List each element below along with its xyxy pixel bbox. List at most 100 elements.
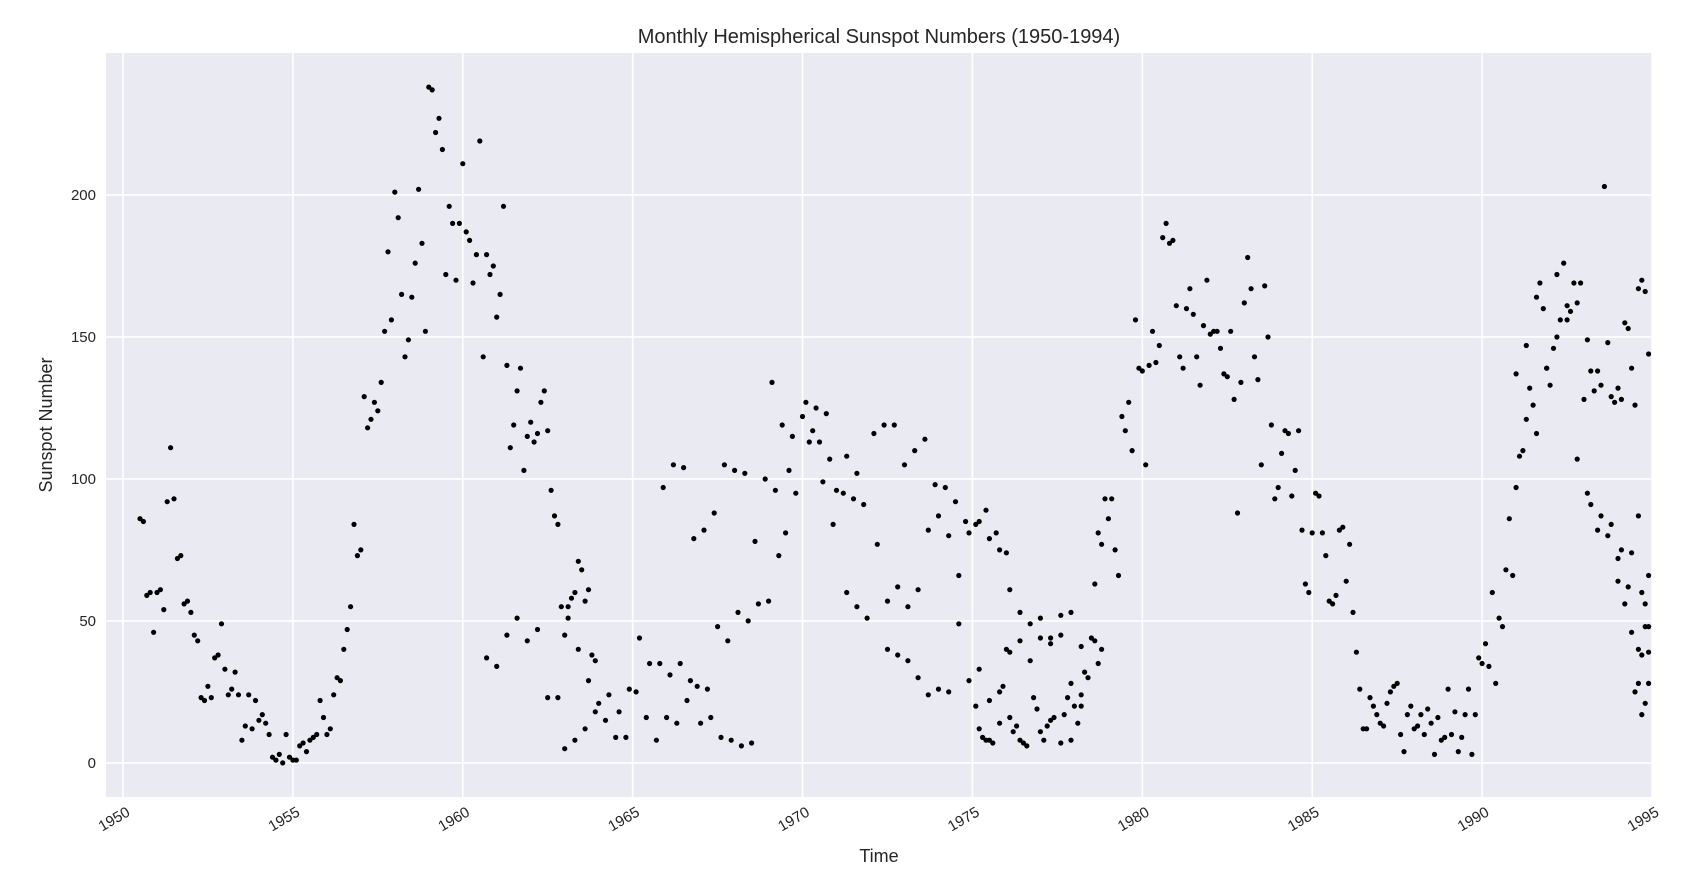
data-point (303, 749, 310, 755)
data-point (687, 678, 694, 684)
data-point (538, 399, 544, 405)
data-point (1469, 751, 1475, 758)
data-point (1251, 354, 1258, 360)
data-point (827, 456, 833, 462)
data-point (861, 501, 867, 508)
data-point (1418, 712, 1424, 718)
data-point (494, 314, 500, 320)
data-point (1058, 612, 1064, 618)
data-point (684, 697, 690, 704)
data-point (1608, 521, 1614, 528)
data-point (922, 436, 928, 442)
data-point (1598, 513, 1604, 519)
data-point (1003, 550, 1010, 556)
data-point (854, 470, 860, 476)
data-point (450, 220, 456, 226)
data-point (484, 655, 490, 661)
data-point (246, 692, 252, 698)
data-point (1547, 382, 1553, 388)
data-point (480, 354, 486, 360)
data-point (405, 337, 411, 343)
data-point (1177, 354, 1183, 360)
data-point (1031, 695, 1037, 701)
data-point (901, 462, 908, 468)
data-point (1153, 359, 1159, 366)
data-point (677, 660, 683, 667)
data-point (1160, 235, 1166, 241)
data-point (935, 513, 942, 519)
data-point (728, 737, 734, 743)
data-point (799, 413, 806, 420)
data-point (1618, 547, 1624, 553)
data-point (534, 430, 541, 437)
data-point (579, 567, 585, 573)
data-point (986, 536, 993, 542)
data-point (789, 433, 796, 439)
data-point (368, 416, 374, 422)
data-point (755, 601, 762, 607)
data-point (242, 723, 248, 729)
data-point (1452, 709, 1458, 715)
data-point (494, 663, 500, 670)
data-point (1567, 308, 1574, 314)
data-point (1302, 581, 1308, 587)
data-point (976, 666, 982, 672)
data-point (1581, 396, 1587, 402)
data-point (585, 678, 592, 684)
data-point (874, 541, 880, 547)
data-point (259, 712, 265, 718)
data-point (1061, 712, 1067, 718)
data-point (1513, 371, 1519, 377)
data-point (266, 731, 272, 738)
data-point (657, 660, 663, 667)
data-point (1408, 703, 1414, 709)
data-point (623, 734, 629, 741)
data-point (545, 695, 551, 701)
data-point (378, 379, 384, 385)
data-point (1635, 680, 1641, 687)
data-point (1574, 300, 1580, 306)
data-point (1044, 723, 1050, 729)
data-point (1336, 527, 1342, 533)
data-point (1149, 328, 1156, 334)
data-point (1639, 712, 1645, 718)
data-point (1642, 700, 1648, 706)
data-point (388, 317, 394, 323)
data-point (208, 695, 214, 701)
data-point (990, 740, 996, 746)
data-point (1048, 641, 1054, 647)
data-point (524, 638, 530, 644)
data-point (239, 737, 245, 743)
data-point (616, 709, 622, 715)
data-point (473, 252, 479, 258)
data-point (463, 229, 469, 235)
data-point (674, 720, 680, 726)
data-point (562, 746, 568, 752)
data-point (443, 271, 449, 278)
plot-area (106, 53, 1652, 797)
data-point (1163, 220, 1169, 226)
data-point (168, 445, 174, 451)
data-point (164, 499, 170, 505)
data-point (976, 518, 982, 525)
data-point (327, 726, 333, 732)
data-point (1646, 649, 1652, 655)
data-point (188, 609, 194, 616)
data-point (1601, 183, 1607, 190)
data-point (1448, 731, 1455, 738)
data-point (810, 428, 816, 434)
data-point (711, 510, 717, 516)
data-point (1146, 362, 1152, 368)
data-point (1003, 646, 1010, 652)
data-point (698, 720, 704, 726)
data-point (1214, 328, 1220, 334)
data-point (1493, 680, 1499, 687)
data-point (816, 439, 823, 445)
data-point (895, 584, 901, 590)
data-point (286, 754, 293, 760)
data-point (1578, 280, 1584, 286)
data-point (844, 453, 850, 459)
data-point (1343, 578, 1349, 584)
data-point (453, 277, 459, 283)
data-point (524, 433, 530, 439)
